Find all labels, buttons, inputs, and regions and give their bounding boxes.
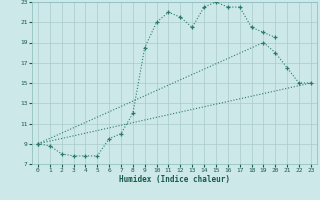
- X-axis label: Humidex (Indice chaleur): Humidex (Indice chaleur): [119, 175, 230, 184]
